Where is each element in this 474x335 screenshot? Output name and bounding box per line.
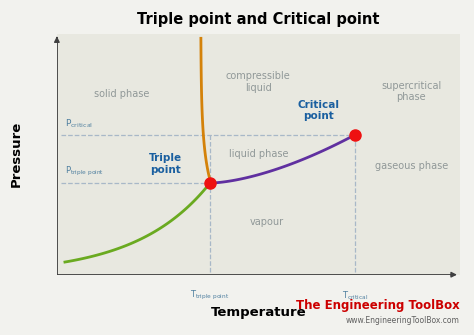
Text: compressible
liquid: compressible liquid [226, 71, 291, 92]
Title: Triple point and Critical point: Triple point and Critical point [137, 12, 380, 27]
Text: Triple
point: Triple point [149, 153, 182, 175]
Text: P$_\mathrm{triple\ point}$: P$_\mathrm{triple\ point}$ [65, 165, 104, 178]
Text: solid phase: solid phase [94, 89, 149, 99]
Text: supercritical
phase: supercritical phase [381, 81, 442, 102]
Text: liquid phase: liquid phase [228, 149, 288, 159]
Text: T$_\mathrm{critical}$: T$_\mathrm{critical}$ [342, 289, 368, 302]
Text: The Engineering ToolBox: The Engineering ToolBox [296, 298, 460, 312]
Text: Critical
point: Critical point [298, 100, 340, 122]
Text: P$_\mathrm{critical}$: P$_\mathrm{critical}$ [65, 118, 93, 130]
Text: gaseous phase: gaseous phase [375, 161, 448, 171]
Text: T$_\mathrm{triple\ point}$: T$_\mathrm{triple\ point}$ [191, 289, 229, 302]
Text: Temperature: Temperature [210, 306, 306, 319]
Text: Pressure: Pressure [10, 121, 23, 187]
Text: www.EngineeringToolBox.com: www.EngineeringToolBox.com [346, 316, 460, 325]
Text: vapour: vapour [249, 217, 283, 227]
